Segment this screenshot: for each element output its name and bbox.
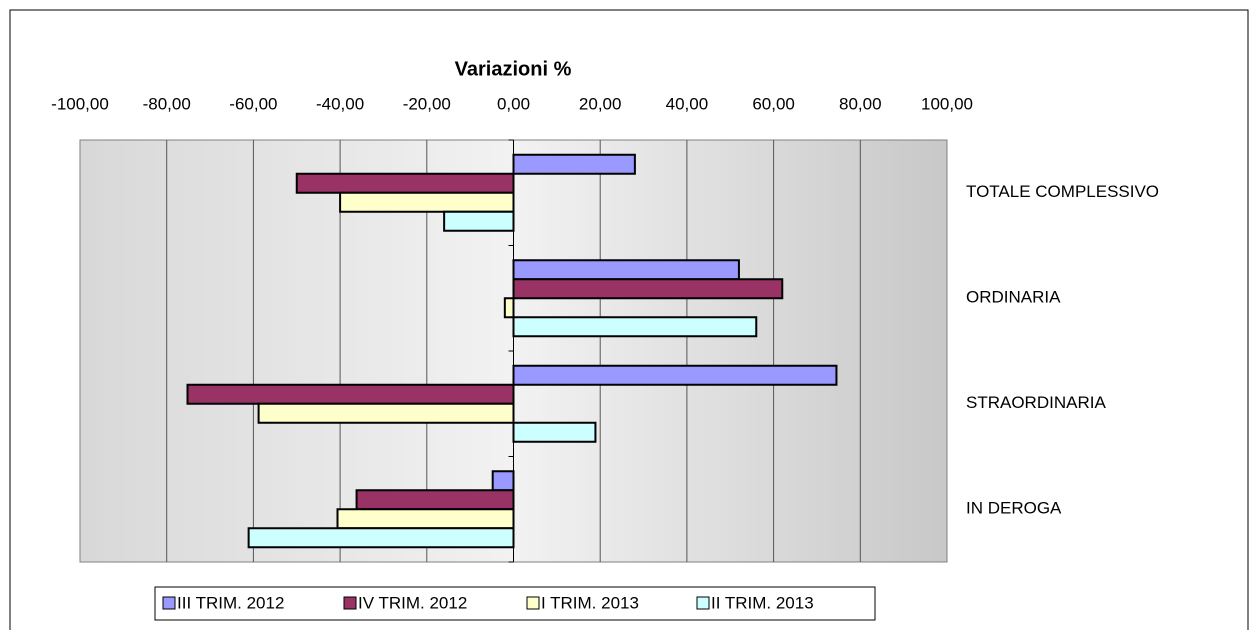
legend-swatch bbox=[696, 596, 710, 610]
x-tick-label: -40,00 bbox=[316, 94, 364, 113]
category-label: IN DEROGA bbox=[966, 499, 1062, 518]
legend-label: I TRIM. 2013 bbox=[541, 593, 639, 612]
category-label: STRAORDINARIA bbox=[966, 393, 1106, 412]
bar bbox=[247, 527, 515, 549]
x-tick-label: 80,00 bbox=[839, 94, 882, 113]
bar bbox=[186, 383, 515, 405]
legend-label: III TRIM. 2012 bbox=[177, 593, 284, 612]
bar bbox=[491, 470, 515, 492]
legend-swatch bbox=[526, 596, 540, 610]
x-tick-label: 20,00 bbox=[579, 94, 622, 113]
bar bbox=[355, 489, 515, 511]
category-label: ORDINARIA bbox=[966, 288, 1061, 307]
bar bbox=[295, 172, 515, 194]
legend-swatch bbox=[343, 596, 357, 610]
bar bbox=[512, 153, 636, 175]
bar bbox=[257, 402, 515, 424]
x-tick-label: -100,00 bbox=[51, 94, 109, 113]
bar bbox=[512, 278, 784, 300]
x-tick-label: -20,00 bbox=[403, 94, 451, 113]
x-tick-label: 0,00 bbox=[497, 94, 530, 113]
legend-label: II TRIM. 2013 bbox=[711, 593, 814, 612]
bar bbox=[339, 191, 515, 213]
bar bbox=[512, 364, 838, 386]
x-tick-label: 60,00 bbox=[752, 94, 795, 113]
legend-label: IV TRIM. 2012 bbox=[358, 593, 467, 612]
legend bbox=[154, 586, 876, 621]
bar bbox=[503, 297, 515, 319]
bar bbox=[443, 210, 515, 232]
legend-swatch bbox=[162, 596, 176, 610]
bar bbox=[512, 421, 597, 443]
bar bbox=[336, 508, 515, 530]
chart-title: Variazioni % bbox=[455, 58, 572, 80]
x-tick-label: 40,00 bbox=[666, 94, 709, 113]
x-tick-label: 100,00 bbox=[921, 94, 973, 113]
category-label: TOTALE COMPLESSIVO bbox=[966, 182, 1159, 201]
bar bbox=[512, 259, 740, 281]
x-tick-label: -80,00 bbox=[143, 94, 191, 113]
bar bbox=[512, 316, 758, 338]
x-tick-label: -60,00 bbox=[229, 94, 277, 113]
chart-border bbox=[9, 9, 1249, 630]
